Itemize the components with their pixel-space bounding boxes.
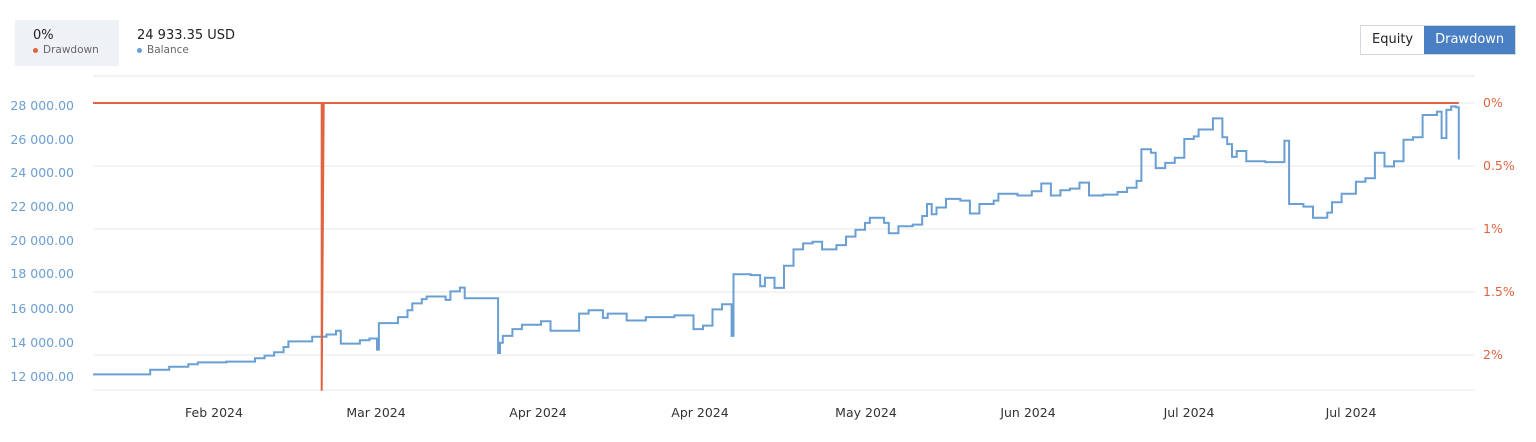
legend-balance[interactable]: 24 933.35 USD Balance (119, 20, 279, 66)
x-tick-label: May 2024 (835, 405, 897, 420)
equity-button[interactable]: Equity (1361, 26, 1425, 54)
y-right-tick-label: 1.5% (1483, 284, 1515, 299)
balance-series-line (93, 105, 1460, 376)
x-tick-label: Mar 2024 (346, 405, 405, 420)
legend-drawdown[interactable]: 0% Drawdown (15, 20, 119, 66)
y-left-tick-label: 22 000.00 (10, 199, 74, 214)
y-left-tick-label: 16 000.00 (10, 301, 74, 316)
balance-dot-icon (137, 47, 142, 53)
x-tick-label: Apr 2024 (671, 405, 728, 420)
y-left-tick-label: 20 000.00 (10, 233, 74, 248)
drawdown-series-line (93, 102, 1459, 391)
x-tick-label: Jul 2024 (1163, 405, 1215, 420)
y-left-tick-label: 14 000.00 (10, 335, 74, 350)
y-right-tick-label: 2% (1483, 347, 1503, 362)
drawdown-label: Drawdown (43, 44, 99, 56)
x-tick-label: Jun 2024 (999, 405, 1055, 420)
balance-value: 24 933.35 USD (137, 28, 236, 43)
y-left-tick-label: 28 000.00 (10, 98, 74, 113)
chart-mode-toggle: Equity Drawdown (1360, 25, 1517, 55)
x-tick-label: Jul 2024 (1325, 405, 1377, 420)
balance-label: Balance (147, 44, 189, 56)
x-tick-label: Feb 2024 (185, 405, 243, 420)
y-right-tick-label: 1% (1483, 221, 1503, 236)
drawdown-value: 0% (33, 28, 54, 43)
y-left-tick-label: 24 000.00 (10, 165, 74, 180)
x-tick-label: Apr 2024 (509, 405, 566, 420)
drawdown-dot-icon (33, 47, 38, 53)
y-left-tick-label: 12 000.00 (10, 369, 74, 384)
y-right-tick-label: 0.5% (1483, 158, 1515, 173)
y-left-tick-label: 26 000.00 (10, 132, 74, 147)
y-left-tick-label: 18 000.00 (10, 266, 74, 281)
y-right-tick-label: 0% (1483, 95, 1503, 110)
drawdown-button[interactable]: Drawdown (1424, 26, 1516, 54)
